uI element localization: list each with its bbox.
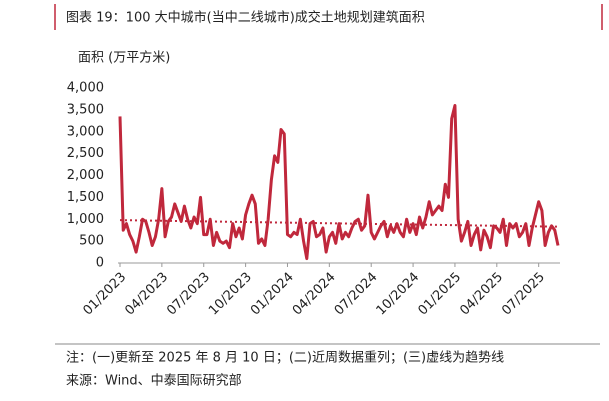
y-tick-label: 4,000 (67, 81, 104, 96)
y-tick-label: 3,500 (67, 102, 104, 117)
y-tick-label: 0 (96, 256, 104, 271)
y-tick-label: 2,500 (67, 146, 104, 161)
x-tick-label: 01/2024 (248, 270, 297, 319)
chart-title: 图表 19：100 大中城市(当中二线城市)成交土地规划建筑面积 (66, 10, 425, 26)
x-tick-label: 01/2023 (81, 270, 130, 319)
x-tick-label: 04/2024 (290, 270, 339, 319)
trend-line (119, 219, 559, 228)
x-tick-label: 01/2025 (415, 270, 464, 319)
x-tick-label: 07/2023 (164, 270, 213, 319)
x-tick-label: 07/2025 (499, 270, 548, 319)
footnote: 注：(一)更新至 2025 年 8 月 10 日；(二)近周数据重列；(三)虚线… (66, 350, 504, 366)
x-tick-label: 10/2024 (374, 270, 423, 319)
y-tick-label: 3,000 (67, 124, 104, 139)
y-axis-label: 面积 (万平方米) (78, 50, 170, 66)
x-tick-label: 04/2023 (122, 270, 171, 319)
data-line (118, 104, 560, 261)
y-tick-label: 2,000 (67, 168, 104, 183)
y-tick-label: 500 (79, 234, 104, 249)
y-tick-label: 1,000 (67, 212, 104, 227)
x-tick-label: 04/2025 (457, 270, 506, 319)
y-tick-label: 1,500 (67, 190, 104, 205)
x-tick-label: 07/2024 (332, 270, 381, 319)
x-tick-label: 10/2023 (206, 270, 255, 319)
source: 来源：Wind、中泰国际研究部 (66, 374, 242, 389)
